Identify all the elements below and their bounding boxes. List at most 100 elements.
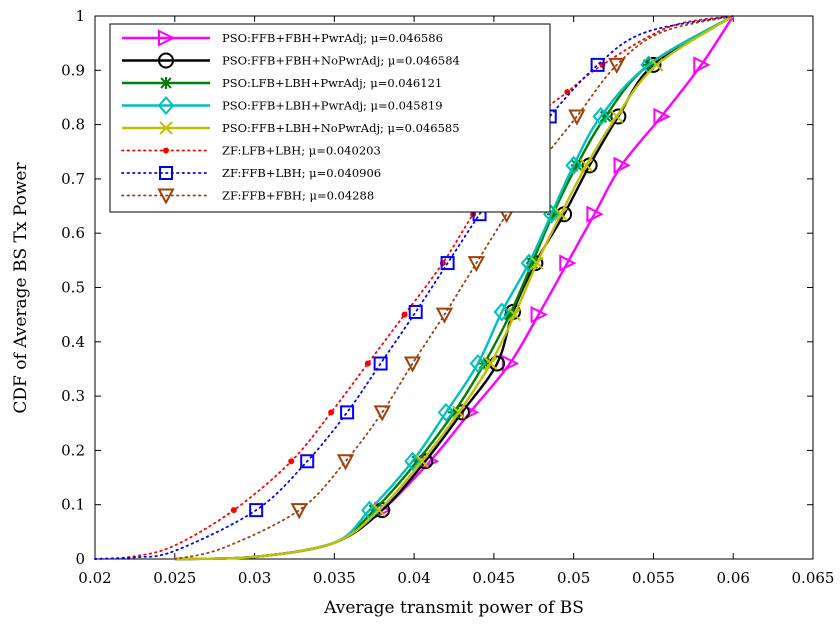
y-tick-label: 0.5 <box>61 279 85 297</box>
y-tick-label: 0.7 <box>61 170 85 188</box>
x-tick-label: 0.02 <box>78 569 111 587</box>
x-tick-label: 0.04 <box>397 569 430 587</box>
data-point <box>300 454 315 469</box>
data-point <box>608 57 626 74</box>
legend-label: PSO:FFB+FBH+NoPwrAdj; μ=0.046584 <box>222 54 460 68</box>
x-tick-label: 0.03 <box>238 569 271 587</box>
x-axis-label: Average transmit power of BS <box>323 598 584 618</box>
legend-marker <box>160 77 172 89</box>
x-tick-label: 0.045 <box>472 569 515 587</box>
data-point <box>599 110 612 123</box>
y-tick-label: 0 <box>75 550 85 568</box>
axis-ticks: 0.02 0.025 0.03 0.035 0.04 0.045 0.05 0.055 0.06… <box>61 7 834 587</box>
data-point <box>649 58 664 72</box>
legend-label: PSO:FFB+FBH+PwrAdj; μ=0.046586 <box>222 31 443 45</box>
y-tick-label: 0.4 <box>61 333 85 351</box>
data-point <box>483 356 498 371</box>
y-axis-label: CDF of Average BS Tx Power <box>11 162 31 414</box>
data-point <box>469 354 487 374</box>
data-point <box>364 360 371 367</box>
data-point <box>328 409 335 416</box>
data-point <box>559 254 577 272</box>
data-point <box>230 507 237 514</box>
x-tick-label: 0.05 <box>557 569 590 587</box>
data-point <box>653 107 671 126</box>
data-point <box>592 106 610 126</box>
legend-item: PSO:LFB+LBH+PwrAdj; μ=0.046121 <box>122 76 442 90</box>
legend-item: ZF:LFB+LBH; μ=0.040203 <box>121 144 381 158</box>
legend-label: PSO:FFB+LBH+PwrAdj; μ=0.045819 <box>222 99 443 113</box>
legend-item: PSO:FFB+LBH+NoPwrAdj; μ=0.046585 <box>122 121 460 135</box>
legend-label: ZF:FFB+LBH; μ=0.040906 <box>222 166 381 180</box>
legend-item: PSO:FFB+FBH+NoPwrAdj; μ=0.046584 <box>122 52 460 69</box>
legend-box <box>109 23 551 213</box>
data-point <box>437 402 455 422</box>
data-point <box>336 454 355 471</box>
series-4 <box>174 14 734 561</box>
data-point <box>503 308 516 321</box>
legend-marker <box>157 95 175 116</box>
x-tick-label: 0.065 <box>792 569 835 587</box>
data-point <box>401 311 408 318</box>
y-tick-label: 0.8 <box>61 116 85 134</box>
y-tick-label: 0.1 <box>61 496 85 514</box>
x-tick-label: 0.025 <box>153 569 196 587</box>
data-point <box>249 503 264 518</box>
legend-item: PSO:FFB+FBH+PwrAdj; μ=0.046586 <box>122 29 443 47</box>
data-point <box>501 354 520 373</box>
data-point <box>530 306 548 324</box>
data-point <box>290 503 308 520</box>
data-point <box>404 451 421 471</box>
data-point <box>452 405 466 420</box>
data-point <box>373 405 391 422</box>
legend-label: ZF:LFB+LBH; μ=0.040203 <box>222 144 381 158</box>
data-point <box>579 158 594 173</box>
data-point <box>372 503 386 517</box>
data-point <box>340 405 355 420</box>
y-tick-label: 0.2 <box>61 441 85 459</box>
data-point <box>530 256 544 270</box>
data-point <box>586 205 604 223</box>
data-point <box>565 155 582 175</box>
data-point <box>403 356 422 373</box>
data-point <box>493 302 511 322</box>
legend: PSO:FFB+FBH+PwrAdj; μ=0.046586 PSO:FFB+FB… <box>109 23 551 213</box>
data-point <box>613 156 631 174</box>
data-point <box>610 109 624 124</box>
data-point <box>568 109 586 126</box>
y-tick-label: 0.3 <box>61 387 85 405</box>
x-tick-label: 0.06 <box>717 569 750 587</box>
legend-marker <box>159 121 173 135</box>
data-point <box>288 458 295 465</box>
data-point <box>368 504 381 517</box>
x-tick-label: 0.055 <box>632 569 675 587</box>
data-point <box>408 304 423 319</box>
legend-item: PSO:FFB+LBH+PwrAdj; μ=0.045819 <box>122 95 443 116</box>
legend-marker <box>158 29 176 47</box>
legend-label: PSO:LFB+LBH+PwrAdj; μ=0.046121 <box>222 76 442 90</box>
legend-marker <box>157 188 175 205</box>
x-tick-label: 0.035 <box>313 569 356 587</box>
data-point <box>546 208 559 221</box>
data-point <box>526 257 539 270</box>
data-point <box>415 454 429 468</box>
y-tick-label: 0.6 <box>61 224 85 242</box>
legend-marker <box>163 147 169 154</box>
y-tick-label: 0.9 <box>61 61 85 79</box>
legend-item: ZF:FFB+FBH; μ=0.04288 <box>121 188 374 205</box>
legend-label: PSO:FFB+LBH+NoPwrAdj; μ=0.046585 <box>222 121 460 135</box>
legend-label: ZF:FFB+FBH; μ=0.04288 <box>222 189 374 203</box>
legend-marker <box>158 52 174 69</box>
legend-marker <box>159 166 173 180</box>
legend-item: ZF:FFB+LBH; μ=0.040906 <box>121 166 381 180</box>
data-point <box>590 57 605 72</box>
data-point <box>373 356 388 371</box>
data-point <box>411 455 424 468</box>
data-point <box>507 307 522 322</box>
data-point <box>467 256 486 273</box>
y-tick-label: 1 <box>75 7 85 25</box>
data-point <box>440 256 455 271</box>
data-point <box>570 159 583 172</box>
data-point <box>693 56 711 74</box>
